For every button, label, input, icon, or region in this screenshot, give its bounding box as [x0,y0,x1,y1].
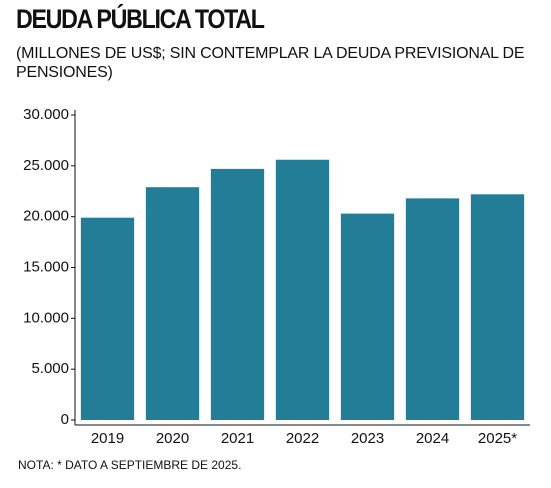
y-tick-label: 0 [61,411,69,428]
y-tick-label: 20.000 [23,208,69,225]
x-tick-label: 2022 [286,430,319,447]
bar [80,217,135,420]
y-tick-label: 25.000 [23,157,69,174]
bar [145,187,200,420]
x-tick-label: 2020 [156,430,189,447]
y-tick-label: 15.000 [23,258,69,275]
x-tick-label: 2021 [221,430,254,447]
x-tick-label: 2024 [416,430,449,447]
y-tick-label: 30.000 [23,106,69,123]
bar [340,213,395,420]
x-tick-label: 2023 [351,430,384,447]
x-tick-label: 2019 [91,430,124,447]
x-tick-label: 2025* [478,430,517,447]
bar [405,198,460,420]
y-tick-label: 5.000 [31,360,69,377]
bar [275,159,330,420]
y-tick-label: 10.000 [23,309,69,326]
chart-title: DEUDA PÚBLICA TOTAL [16,4,265,34]
chart-subtitle: (MILLONES DE US$; SIN CONTEMPLAR LA DEUD… [16,45,525,81]
note: NOTA: * DATO A SEPTIEMBRE DE 2025. [18,458,241,472]
bar [210,168,265,420]
bar [470,194,525,420]
